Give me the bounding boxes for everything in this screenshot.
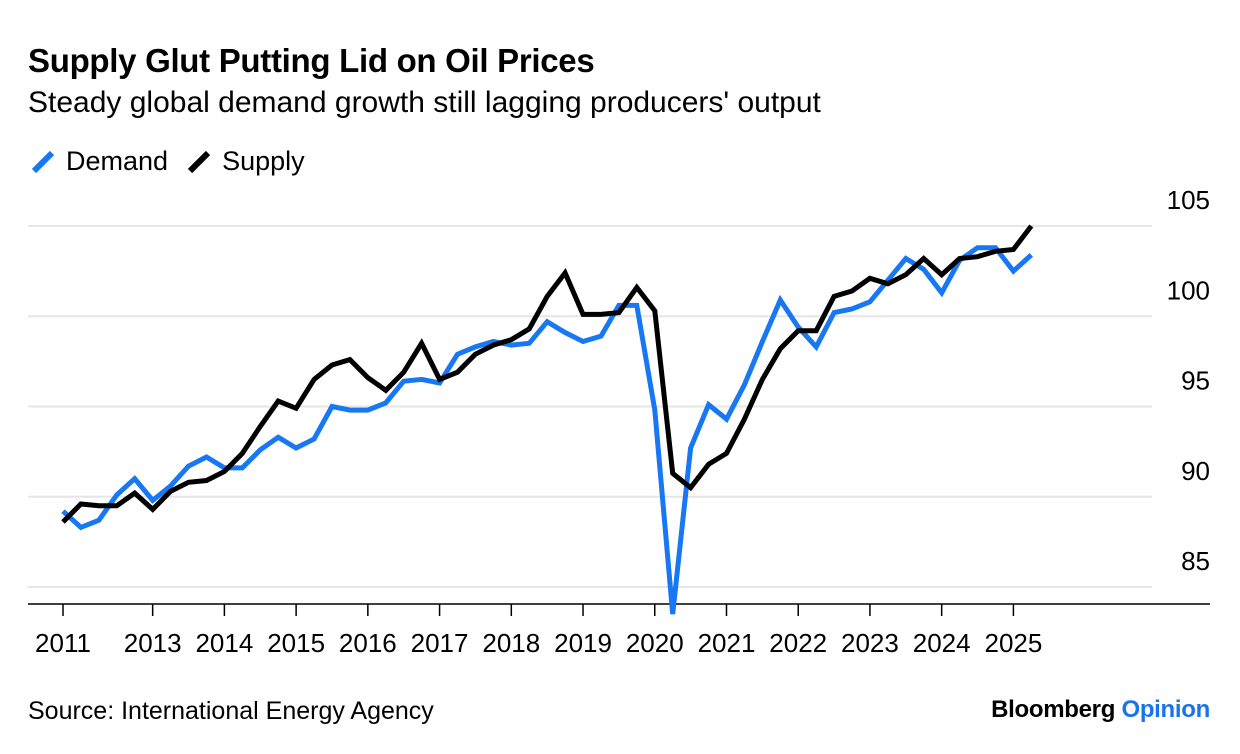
- legend-swatch-demand: [31, 150, 55, 173]
- source-note: Source: International Energy Agency: [28, 697, 434, 725]
- brand-opinion: Opinion: [1121, 696, 1210, 723]
- x-tick-label-2025: 2025: [984, 628, 1042, 658]
- legend-label-demand: Demand: [66, 146, 169, 176]
- x-tick-label-2018: 2018: [482, 628, 540, 658]
- x-tick-label-2019: 2019: [554, 628, 612, 658]
- chart-title: Supply Glut Putting Lid on Oil Prices: [28, 42, 595, 79]
- x-tick-label-2021: 2021: [698, 628, 756, 658]
- x-tick-label-2016: 2016: [339, 628, 397, 658]
- y-tick-label-95: 95: [1181, 366, 1210, 396]
- y-tick-label-85: 85: [1181, 546, 1210, 576]
- line-chart: 85 90 95 100 105 2011 2013 2014 2015 2016 2017 2018…: [28, 185, 1210, 658]
- x-tick-label-2011: 2011: [35, 628, 91, 658]
- legend-label-supply: Supply: [222, 146, 305, 176]
- x-tick-label-2014: 2014: [195, 628, 253, 658]
- legend-item-demand: Demand: [30, 146, 168, 177]
- legend-item-supply: Supply: [186, 146, 305, 177]
- chart-subtitle: Steady global demand growth still laggin…: [28, 86, 821, 119]
- series-line-supply: [61, 224, 1034, 524]
- brand-logo: Bloomberg Opinion: [991, 696, 1210, 724]
- x-tick-label-2020: 2020: [626, 628, 684, 658]
- y-tick-label-100: 100: [1167, 275, 1210, 305]
- chart-legend: Demand Supply: [30, 146, 323, 177]
- series-line-demand: [61, 245, 1033, 615]
- x-tick-label-2022: 2022: [769, 628, 827, 658]
- x-tick-label-2024: 2024: [913, 628, 971, 658]
- x-tick-label-2023: 2023: [841, 628, 899, 658]
- x-tick-label-2015: 2015: [267, 628, 325, 658]
- legend-swatch-supply: [187, 150, 211, 173]
- x-tick-label-2013: 2013: [124, 628, 182, 658]
- y-tick-label-105: 105: [1167, 185, 1210, 215]
- x-tick-label-2017: 2017: [411, 628, 469, 658]
- y-tick-label-90: 90: [1181, 456, 1210, 486]
- brand-name: Bloomberg: [991, 696, 1116, 723]
